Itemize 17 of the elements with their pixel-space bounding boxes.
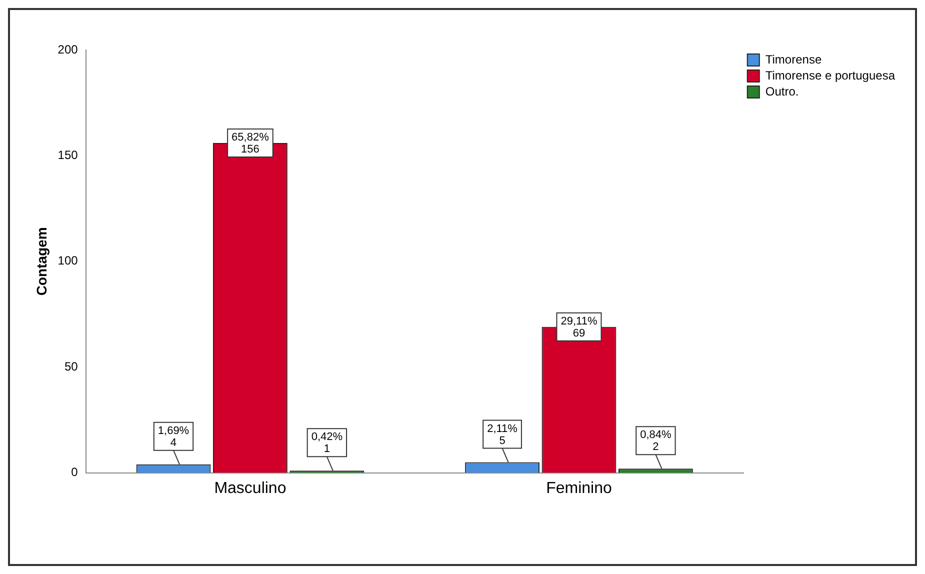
data-label: 0,42% 1 bbox=[311, 431, 343, 456]
y-tick-label: 100 bbox=[58, 254, 78, 268]
data-label: 0,84% 2 bbox=[640, 429, 672, 454]
y-axis-title: Contagem bbox=[33, 227, 50, 296]
y-tick-label: 50 bbox=[64, 359, 78, 374]
x-tick-label: Masculino bbox=[214, 480, 286, 497]
x-tick-label: Feminino bbox=[546, 480, 612, 497]
data-label: 65,82% 156 bbox=[232, 132, 270, 156]
y-tick-label: 0 bbox=[71, 465, 78, 480]
data-label: 29,11% 69 bbox=[560, 315, 598, 340]
data-label: 2,11% 5 bbox=[487, 422, 518, 447]
y-tick-label: 150 bbox=[58, 148, 78, 162]
legend-label: Timorense e portuguesa bbox=[765, 68, 896, 82]
y-tick-label: 200 bbox=[58, 42, 78, 56]
data-label: 1,69% 4 bbox=[158, 424, 190, 449]
legend-label: Outro. bbox=[765, 84, 799, 98]
legend-label: Timorense bbox=[765, 52, 822, 66]
